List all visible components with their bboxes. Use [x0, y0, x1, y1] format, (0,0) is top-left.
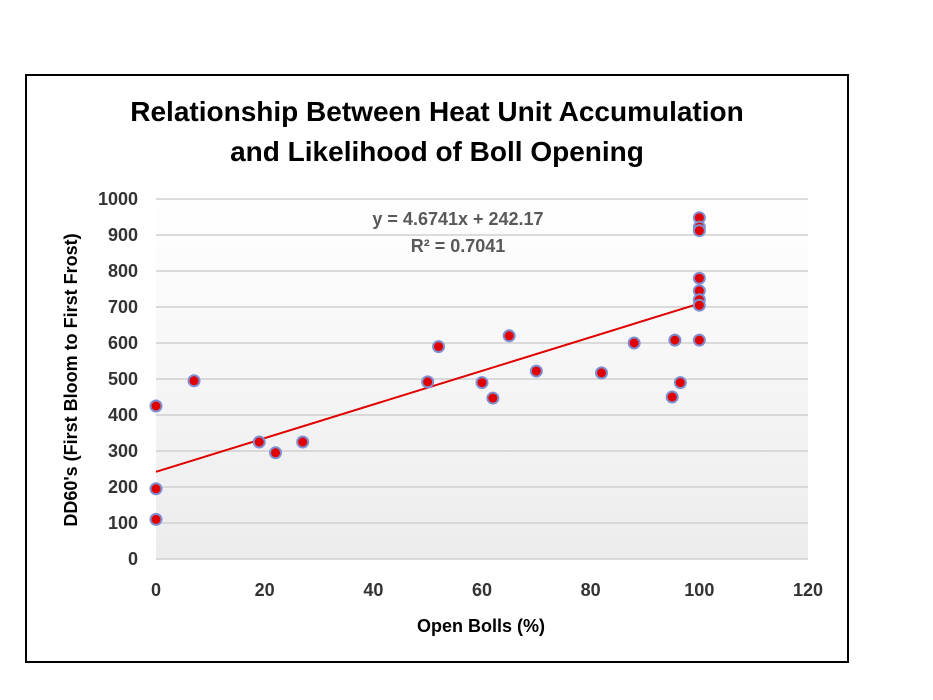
- chart-title-line1: Relationship Between Heat Unit Accumulat…: [130, 96, 744, 127]
- trendline-equation: y = 4.6741x + 242.17: [372, 209, 543, 229]
- data-point: [187, 374, 201, 388]
- data-point: [692, 333, 706, 347]
- data-point: [432, 340, 446, 354]
- y-tick-label: 900: [108, 225, 138, 245]
- y-tick-label: 100: [108, 513, 138, 533]
- x-tick-label: 0: [151, 580, 161, 600]
- x-tick-label: 60: [472, 580, 492, 600]
- data-point: [296, 435, 310, 449]
- data-point: [673, 376, 687, 390]
- data-point: [502, 329, 516, 343]
- y-tick-label: 400: [108, 405, 138, 425]
- data-point: [421, 375, 435, 389]
- chart-title-line2: and Likelihood of Boll Opening: [230, 136, 644, 167]
- x-tick-label: 40: [363, 580, 383, 600]
- data-point: [149, 512, 163, 526]
- y-tick-label: 600: [108, 333, 138, 353]
- y-tick-label: 800: [108, 261, 138, 281]
- data-point: [475, 376, 489, 390]
- y-tick-label: 0: [128, 549, 138, 569]
- x-tick-label: 120: [793, 580, 823, 600]
- data-point: [665, 390, 679, 404]
- y-tick-label: 300: [108, 441, 138, 461]
- y-tick-label: 200: [108, 477, 138, 497]
- data-point: [149, 482, 163, 496]
- x-tick-label: 20: [255, 580, 275, 600]
- data-point: [529, 364, 543, 378]
- data-point: [269, 446, 283, 460]
- data-point: [692, 271, 706, 285]
- data-point: [668, 333, 682, 347]
- y-tick-label: 700: [108, 297, 138, 317]
- x-tick-label: 80: [581, 580, 601, 600]
- x-tick-label: 100: [684, 580, 714, 600]
- y-axis-label: DD60's (First Bloom to First Frost): [61, 233, 81, 526]
- data-point: [627, 336, 641, 350]
- data-point: [595, 366, 609, 380]
- r-squared-label: R² = 0.7041: [411, 236, 506, 256]
- y-tick-label: 500: [108, 369, 138, 389]
- data-point: [486, 391, 500, 405]
- data-point: [692, 298, 706, 312]
- data-point: [149, 399, 163, 413]
- data-point: [252, 435, 266, 449]
- x-axis-label: Open Bolls (%): [417, 616, 545, 636]
- y-tick-label: 1000: [98, 189, 138, 209]
- data-point: [692, 224, 706, 238]
